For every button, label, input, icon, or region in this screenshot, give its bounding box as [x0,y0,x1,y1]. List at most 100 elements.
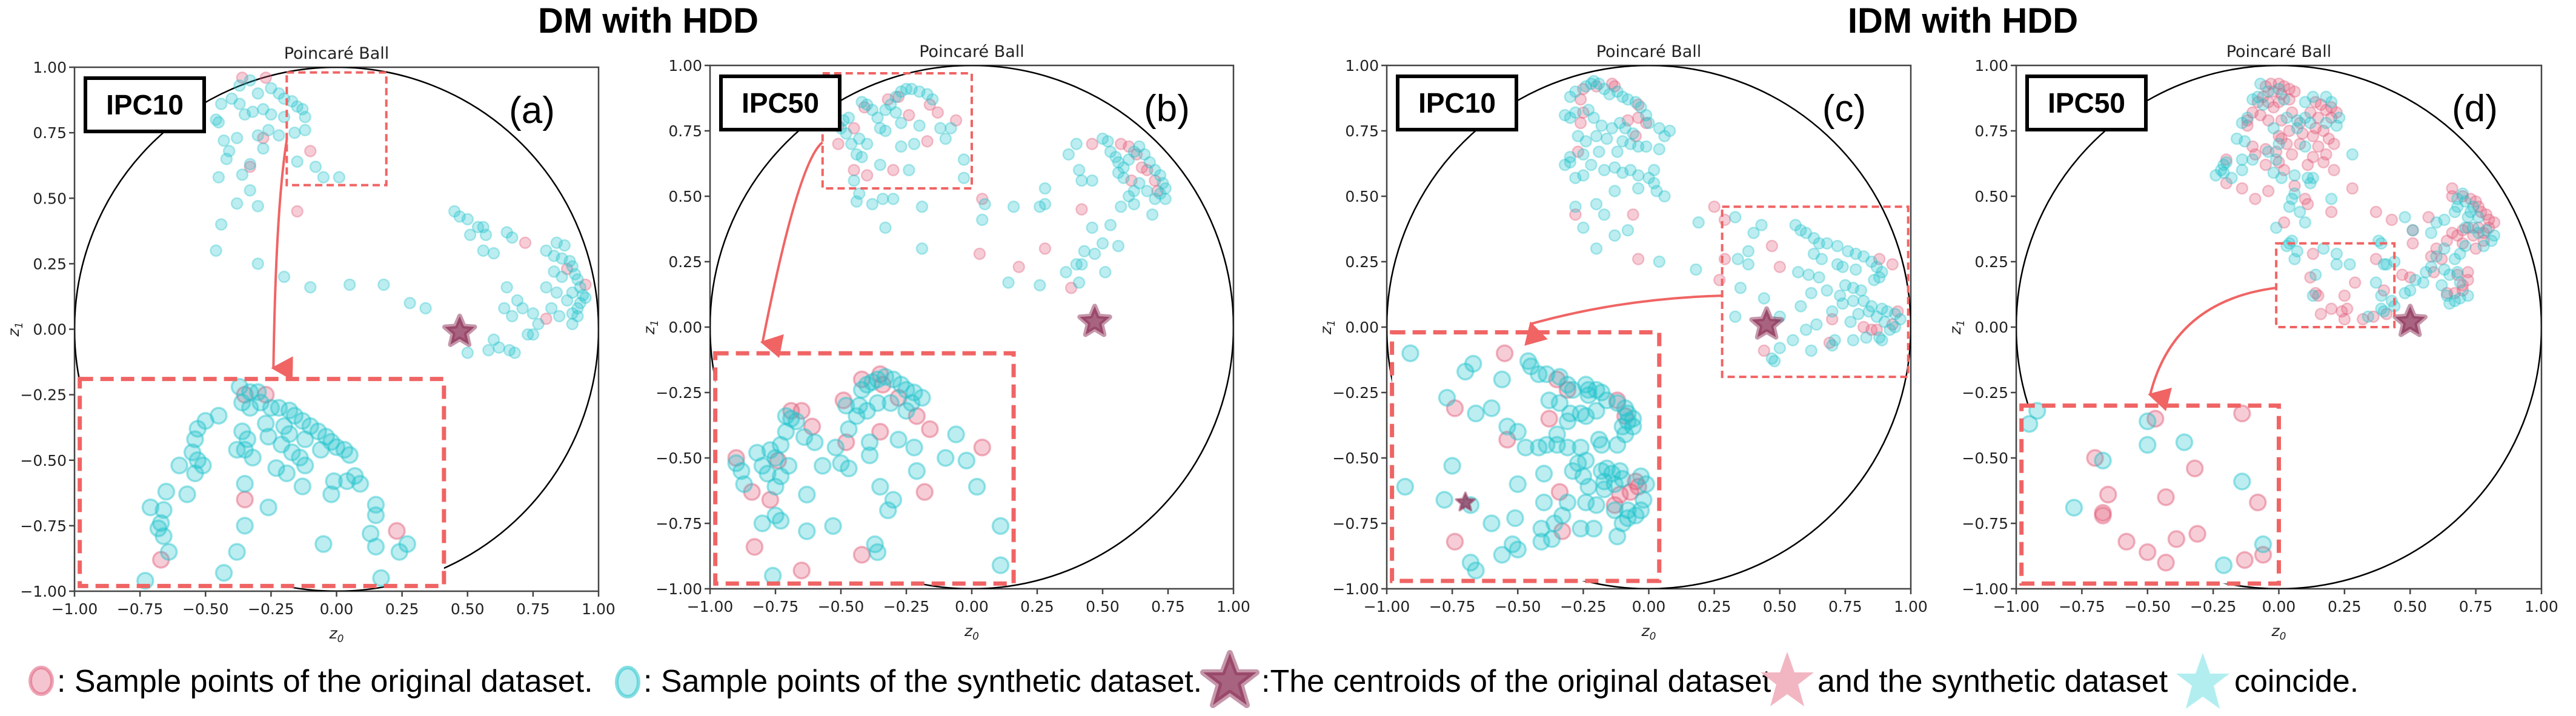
inset-synthetic-point [170,456,188,475]
inset-synthetic-point [241,383,259,402]
x-tick-label: 0.50 [1086,598,1120,615]
synthetic-point [908,138,921,150]
ipc-badge-label: IPC50 [2048,87,2125,119]
original-point [2422,211,2435,224]
inset-original-point [2086,449,2104,467]
inset-synthetic-point [256,414,275,433]
original-point [1151,185,1164,197]
original-point [2328,164,2340,177]
synthetic-point [251,199,264,213]
synthetic-point [506,231,519,244]
original-point [2241,119,2254,132]
inset-synthetic-point [1456,362,1475,381]
inset-synthetic-point [1509,423,1527,441]
original-point [1891,305,1904,318]
legend: : Sample points of the original dataset.… [28,650,2359,709]
original-point [1114,138,1127,150]
synthetic-point [553,310,566,323]
y-tick-label: −0.75 [20,517,67,535]
inset-original-point [236,385,254,404]
x-tick-label: 0.75 [2459,598,2493,615]
inset-synthetic-point [228,440,246,459]
inset-synthetic-point [902,394,921,413]
panel-d: Poincaré Ball −1.00 −0.75 −0.50 −0.25 0.00 0.2… [1947,42,2558,643]
synthetic-point [471,220,485,234]
synthetic-point [273,87,285,100]
inset-synthetic-point [154,501,173,519]
synthetic-point [2443,297,2456,310]
synthetic-point [850,195,863,208]
synthetic-point [210,244,222,257]
original-point [2306,247,2320,260]
synthetic-point [2404,284,2417,297]
inset-synthetic-point [262,399,281,417]
synthetic-point [2454,247,2466,260]
original-point [259,71,272,84]
synthetic-point [1109,150,1122,164]
synthetic-point [2380,258,2393,271]
inset-synthetic-point [824,517,842,535]
inset-synthetic-point [1619,412,1637,431]
synthetic-point [1833,289,1847,302]
synthetic-point [2425,227,2438,239]
synthetic-point [2217,158,2230,171]
inset-original-point [834,391,853,409]
original-point [2430,242,2443,255]
original-point [931,106,944,119]
inset-synthetic-point [236,474,254,493]
data-layer [2016,65,2541,589]
original-point [2369,205,2383,219]
synthetic-point [2451,193,2464,205]
panel-label: (c) [1822,88,1866,130]
inset-synthetic-point [1598,391,1616,409]
synthetic-point [2375,302,2388,316]
synthetic-point [934,122,947,134]
inset-original-point [2099,485,2117,504]
synthetic-point [2461,211,2474,224]
synthetic-point [2438,242,2451,255]
original-point [2340,302,2354,316]
inset-synthetic-point [157,482,176,501]
inset-synthetic-point [1590,431,1608,449]
inset-synthetic-point [1545,514,1564,532]
inset-synthetic-point [367,537,385,556]
inset-synthetic-point [777,423,795,441]
x-axis-label: z0 [329,625,344,645]
inset-synthetic-point [1572,438,1590,457]
original-point [2325,111,2338,124]
y-tick-label: −0.75 [1332,515,1379,532]
synthetic-point [2488,229,2501,242]
original-point [1125,174,1138,187]
synthetic-point [1663,124,1676,138]
inset-synthetic-point [293,412,312,430]
synthetic-point [244,157,257,171]
synthetic-point [574,281,586,294]
inset-synthetic-point [322,485,340,503]
y-tick-label: −0.25 [656,384,702,402]
synthetic-point [2369,276,2383,289]
synthetic-point [1616,135,1629,148]
synthetic-point [1758,292,1771,305]
synthetic-point [2438,213,2451,227]
legend-original-star-icon [1761,652,1814,706]
inset-synthetic-point [1579,386,1598,405]
inset-synthetic-point [937,449,955,467]
x-tick-label: 0.00 [1632,598,1666,615]
synthetic-point [1765,352,1779,365]
inset-synthetic-point [1540,391,1558,409]
original-point [2314,98,2328,111]
synthetic-point [1114,201,1127,213]
synthetic-point [244,184,257,197]
y-tick-label: −0.50 [1962,449,2008,467]
original-point [1569,208,1582,221]
x-tick-label: −0.75 [2059,598,2105,615]
synthetic-point [1007,201,1020,213]
x-tick-label: −0.50 [2124,598,2171,615]
inset-synthetic-point [2139,412,2157,431]
synthetic-point [1791,266,1805,279]
inset-original-point [792,562,811,580]
synthetic-point [1611,85,1624,98]
inset-synthetic-point [1509,540,1527,559]
inset-synthetic-point [277,464,296,483]
synthetic-point [1002,276,1015,289]
